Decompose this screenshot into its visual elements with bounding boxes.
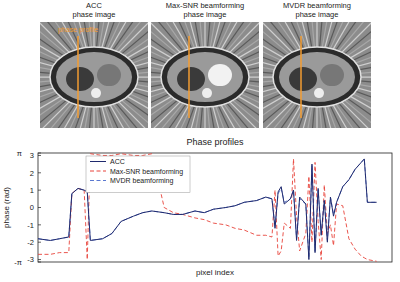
tissue [279, 52, 355, 102]
y-tick-label: 1 [30, 186, 34, 195]
y-tick-label: -3 [27, 255, 34, 264]
chart-title: Phase profiles [186, 137, 244, 147]
image-title: Max-SNR beamforming [166, 1, 244, 10]
y-tick [38, 262, 41, 263]
legend-label: ACC [110, 158, 125, 165]
image-content [40, 22, 148, 128]
profile-line [300, 36, 302, 118]
body [50, 47, 138, 107]
y-tick [38, 190, 41, 191]
y-tick-label: π [17, 149, 22, 158]
profile-line [77, 36, 79, 118]
y-tick-label: 2 [30, 169, 34, 178]
y-tick [38, 172, 41, 173]
body [161, 47, 249, 107]
organ [97, 64, 121, 86]
legend-label: MVDR beamforming [110, 177, 174, 185]
organ [66, 67, 94, 91]
y-tick [38, 224, 41, 225]
image-title: ACC [86, 1, 102, 10]
image-title: phase image [296, 10, 339, 19]
legend: ACC Max-SNR beamformingMVDR beamforming [86, 156, 190, 193]
y-tick [38, 155, 41, 156]
y-tick [38, 259, 41, 260]
y-tick-label: -2 [27, 238, 34, 247]
y-tick-label: 3 [30, 151, 34, 160]
phase-image: MVDR beamformingphase image [197, 0, 400, 197]
body [273, 47, 361, 107]
organ [208, 64, 232, 86]
plot-frame [38, 153, 392, 262]
image-content [151, 22, 259, 128]
image-title: MVDR beamforming [283, 1, 351, 10]
annotation: phase profile [58, 26, 98, 34]
tissue [167, 52, 243, 102]
y-tick-label: -π [14, 258, 22, 267]
tissue [56, 52, 132, 102]
y-tick-label: -1 [27, 221, 34, 230]
figure: ACCphase imageMax-SNR beamformingphase i… [0, 0, 400, 282]
organ [202, 88, 212, 98]
organ [91, 88, 101, 98]
image-content [263, 22, 371, 128]
legend-label: Max-SNR beamforming [110, 168, 183, 176]
organ [320, 64, 344, 86]
x-axis-label: pixel index [196, 268, 234, 277]
organ [177, 67, 205, 91]
legend-box [86, 156, 190, 193]
image-title: phase image [184, 10, 227, 19]
organ [289, 67, 317, 91]
series-line [38, 154, 377, 262]
y-axis-label: phase (rad) [2, 187, 11, 228]
legend-swatch [90, 180, 106, 181]
organ [314, 88, 324, 98]
profile-line [188, 36, 190, 118]
y-tick-label: 0 [30, 203, 34, 212]
legend-swatch [90, 171, 106, 172]
image-title: phase image [73, 10, 116, 19]
y-tick [38, 153, 41, 154]
y-tick [38, 207, 41, 208]
series-group [38, 154, 377, 262]
y-tick [38, 242, 41, 243]
legend-swatch [90, 161, 106, 162]
